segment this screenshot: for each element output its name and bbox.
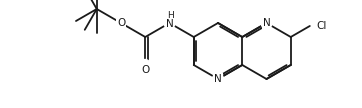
Circle shape [117,18,126,28]
Text: N: N [166,19,173,29]
Text: O: O [117,18,125,28]
Text: N: N [214,74,222,84]
Circle shape [141,60,150,68]
Text: H: H [167,11,174,20]
Text: O: O [141,65,150,75]
Text: Cl: Cl [317,21,327,31]
Text: N: N [262,18,270,28]
Circle shape [164,17,175,29]
Circle shape [212,74,223,84]
Circle shape [261,17,272,29]
